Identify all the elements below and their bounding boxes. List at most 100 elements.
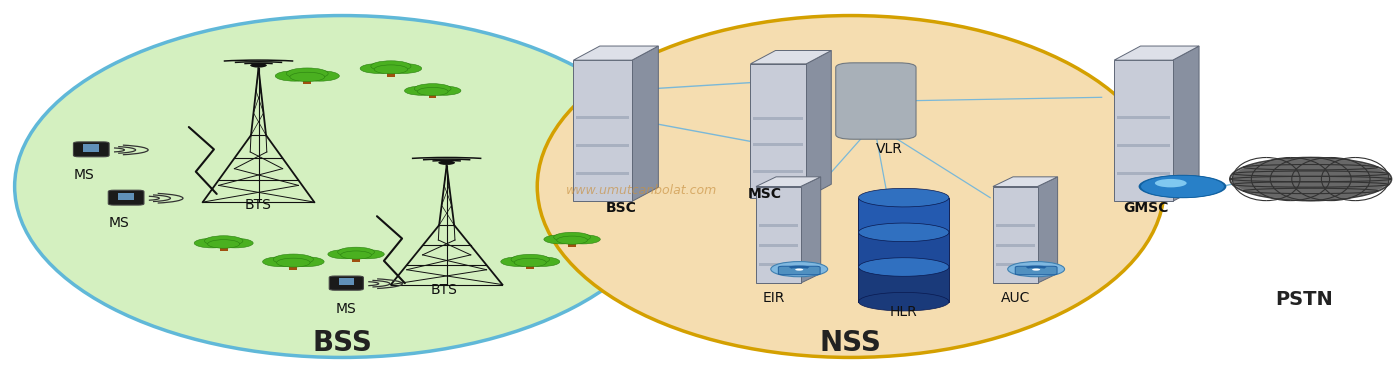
Polygon shape xyxy=(119,193,134,200)
Circle shape xyxy=(360,63,398,73)
Circle shape xyxy=(338,247,374,257)
Text: BSC: BSC xyxy=(605,201,636,215)
Circle shape xyxy=(300,71,339,81)
Circle shape xyxy=(273,254,314,265)
Circle shape xyxy=(371,61,412,72)
Circle shape xyxy=(417,87,448,95)
Polygon shape xyxy=(353,257,360,261)
Polygon shape xyxy=(1117,172,1170,175)
Circle shape xyxy=(1230,157,1392,201)
Text: HLR: HLR xyxy=(890,305,918,319)
Polygon shape xyxy=(751,64,806,198)
Polygon shape xyxy=(568,242,576,247)
Polygon shape xyxy=(1115,60,1173,201)
Text: NSS: NSS xyxy=(820,329,882,357)
Polygon shape xyxy=(1038,177,1057,283)
FancyBboxPatch shape xyxy=(109,190,144,205)
Polygon shape xyxy=(632,46,658,201)
Polygon shape xyxy=(1117,116,1170,119)
Polygon shape xyxy=(993,177,1057,186)
Circle shape xyxy=(525,257,559,266)
Text: BSS: BSS xyxy=(312,329,372,357)
Polygon shape xyxy=(993,186,1038,283)
Circle shape xyxy=(557,236,587,244)
Circle shape xyxy=(1155,179,1187,187)
Circle shape xyxy=(566,235,600,244)
Circle shape xyxy=(374,65,407,74)
Circle shape xyxy=(194,238,230,248)
Polygon shape xyxy=(858,258,949,276)
Ellipse shape xyxy=(14,16,670,357)
Circle shape xyxy=(501,257,537,266)
Circle shape xyxy=(1141,175,1225,198)
Circle shape xyxy=(340,251,371,259)
Polygon shape xyxy=(801,177,820,283)
FancyBboxPatch shape xyxy=(778,266,820,275)
Text: AUC: AUC xyxy=(1000,291,1030,304)
Circle shape xyxy=(290,72,325,82)
Polygon shape xyxy=(386,71,395,76)
Polygon shape xyxy=(753,117,804,120)
Text: MSC: MSC xyxy=(748,186,781,201)
Polygon shape xyxy=(289,264,297,270)
Polygon shape xyxy=(759,263,798,266)
Circle shape xyxy=(208,240,240,248)
Text: www.umutcanbolat.com: www.umutcanbolat.com xyxy=(566,184,717,197)
Polygon shape xyxy=(576,116,629,119)
Text: VLR: VLR xyxy=(876,142,903,156)
Circle shape xyxy=(427,86,460,95)
Circle shape xyxy=(276,258,310,267)
Polygon shape xyxy=(753,143,804,146)
Circle shape xyxy=(218,238,252,248)
Text: EIR: EIR xyxy=(763,291,785,304)
Polygon shape xyxy=(220,246,227,251)
Text: BTS: BTS xyxy=(431,283,458,297)
Polygon shape xyxy=(1115,46,1200,60)
Circle shape xyxy=(414,84,451,94)
Circle shape xyxy=(1007,261,1064,277)
Circle shape xyxy=(205,236,243,246)
Polygon shape xyxy=(84,144,99,151)
Circle shape xyxy=(511,254,550,264)
Circle shape xyxy=(250,63,266,68)
Polygon shape xyxy=(756,186,801,283)
Circle shape xyxy=(405,86,439,95)
Circle shape xyxy=(438,160,455,165)
Polygon shape xyxy=(759,225,798,228)
Polygon shape xyxy=(756,177,820,186)
Polygon shape xyxy=(858,223,949,242)
Polygon shape xyxy=(526,264,534,269)
Polygon shape xyxy=(303,79,311,84)
Polygon shape xyxy=(996,263,1035,266)
Polygon shape xyxy=(573,46,658,60)
Polygon shape xyxy=(576,172,629,175)
Circle shape xyxy=(328,250,363,259)
Circle shape xyxy=(286,257,324,267)
Text: PSTN: PSTN xyxy=(1275,290,1332,309)
Polygon shape xyxy=(858,292,949,311)
Circle shape xyxy=(771,261,827,277)
Circle shape xyxy=(1138,175,1226,198)
Polygon shape xyxy=(430,93,437,98)
Polygon shape xyxy=(996,244,1035,247)
Circle shape xyxy=(262,257,300,267)
Polygon shape xyxy=(806,50,831,198)
Circle shape xyxy=(544,235,578,244)
Circle shape xyxy=(350,250,384,259)
Circle shape xyxy=(384,63,421,73)
Circle shape xyxy=(286,68,328,79)
Polygon shape xyxy=(759,244,798,247)
Polygon shape xyxy=(573,60,632,201)
Polygon shape xyxy=(858,188,949,207)
Polygon shape xyxy=(1117,144,1170,147)
FancyBboxPatch shape xyxy=(329,276,363,290)
Text: MS: MS xyxy=(109,216,130,230)
Text: MS: MS xyxy=(336,302,357,316)
Circle shape xyxy=(515,258,547,267)
Polygon shape xyxy=(576,144,629,147)
FancyBboxPatch shape xyxy=(74,142,109,157)
Polygon shape xyxy=(751,50,831,64)
Circle shape xyxy=(554,232,590,242)
Circle shape xyxy=(1232,158,1389,200)
Circle shape xyxy=(1032,269,1041,271)
